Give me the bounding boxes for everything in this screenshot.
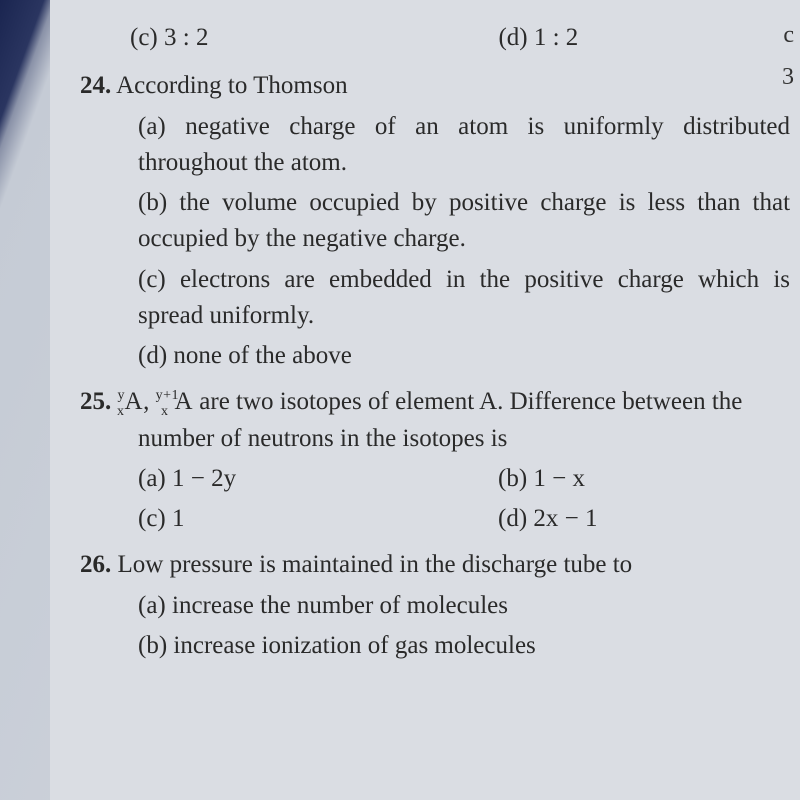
q26-b-text: increase ionization of gas molecules: [173, 632, 535, 659]
q25-iso1-mass: y: [118, 388, 126, 403]
q24-b-label: (b): [138, 189, 167, 216]
q24-number: 24.: [80, 72, 111, 99]
prev-option-d: (d) 1 : 2: [498, 20, 578, 56]
q25-b-text: 1 − x: [533, 465, 585, 492]
q25-number: 25.: [80, 388, 111, 415]
prev-option-d-text: 1 : 2: [534, 24, 578, 51]
q26-number: 26.: [80, 551, 111, 578]
q24-c-text: electrons are embedded in the positive c…: [138, 266, 790, 329]
q24-b-text: the volume occupied by positive charge i…: [138, 189, 790, 252]
q24-option-d: (d) none of the above: [138, 338, 790, 374]
q25-d-text: 2x − 1: [533, 505, 597, 532]
prev-option-c: (c) 3 : 2: [130, 20, 208, 56]
q25-a-label: (a): [138, 465, 166, 492]
q26-stem: Low pressure is maintained in the discha…: [118, 551, 633, 578]
q25-option-b: (b) 1 − x: [498, 461, 585, 497]
q26-a-label: (a): [138, 592, 166, 619]
q25-a-text: 1 − 2y: [172, 465, 236, 492]
q25-isotope-1: yxA: [118, 388, 144, 415]
q24-option-b: (b) the volume occupied by positive char…: [138, 185, 790, 258]
q25-d-label: (d): [498, 505, 527, 532]
q24-option-a: (a) negative charge of an atom is unifor…: [138, 109, 790, 182]
cutoff-text-2: 3: [782, 60, 794, 95]
q25-separator: ,: [143, 388, 156, 415]
q25-stem-tail: are two isotopes of element A. Differenc…: [138, 388, 742, 451]
q25-option-c: (c) 1: [138, 501, 498, 537]
q24-option-c: (c) electrons are embedded in the positi…: [138, 262, 790, 335]
question-25: 25. yxA, y+1xA are two isotopes of eleme…: [80, 384, 790, 537]
q25-option-a: (a) 1 − 2y: [138, 461, 498, 497]
prev-option-c-label: (c): [130, 24, 158, 51]
prev-option-d-label: (d): [498, 24, 527, 51]
cutoff-text-1: c: [783, 18, 794, 53]
q25-iso2-atomic: x: [161, 404, 169, 419]
question-26: 26. Low pressure is maintained in the di…: [80, 547, 790, 664]
q25-iso2-mass: y+1: [156, 388, 179, 403]
q24-a-label: (a): [138, 113, 166, 140]
q26-option-b: (b) increase ionization of gas molecules: [138, 628, 790, 664]
q25-c-label: (c): [138, 505, 166, 532]
prev-option-c-text: 3 : 2: [164, 24, 208, 51]
q25-options-row-1: (a) 1 − 2y (b) 1 − x: [138, 461, 790, 497]
q26-option-a: (a) increase the number of molecules: [138, 588, 790, 624]
q25-b-label: (b): [498, 465, 527, 492]
q25-options-row-2: (c) 1 (d) 2x − 1: [138, 501, 790, 537]
page-content: (c) 3 : 2 (d) 1 : 2 c 3 24. According to…: [50, 0, 800, 800]
prev-question-options-row: (c) 3 : 2 (d) 1 : 2: [80, 20, 790, 56]
q24-d-label: (d): [138, 342, 167, 369]
q24-c-label: (c): [138, 266, 166, 293]
q26-a-text: increase the number of molecules: [172, 592, 508, 619]
q25-c-text: 1: [172, 505, 185, 532]
question-24: 24. According to Thomson (a) negative ch…: [80, 68, 790, 374]
q26-b-label: (b): [138, 632, 167, 659]
q25-iso1-symbol: A: [125, 388, 144, 415]
q25-iso1-atomic: x: [117, 404, 125, 419]
q24-a-text: negative charge of an atom is uniformly …: [138, 113, 790, 176]
q25-isotope-2: y+1xA: [156, 388, 193, 415]
q24-stem: According to Thomson: [116, 72, 347, 99]
q25-option-d: (d) 2x − 1: [498, 501, 598, 537]
q24-d-text: none of the above: [173, 342, 351, 369]
